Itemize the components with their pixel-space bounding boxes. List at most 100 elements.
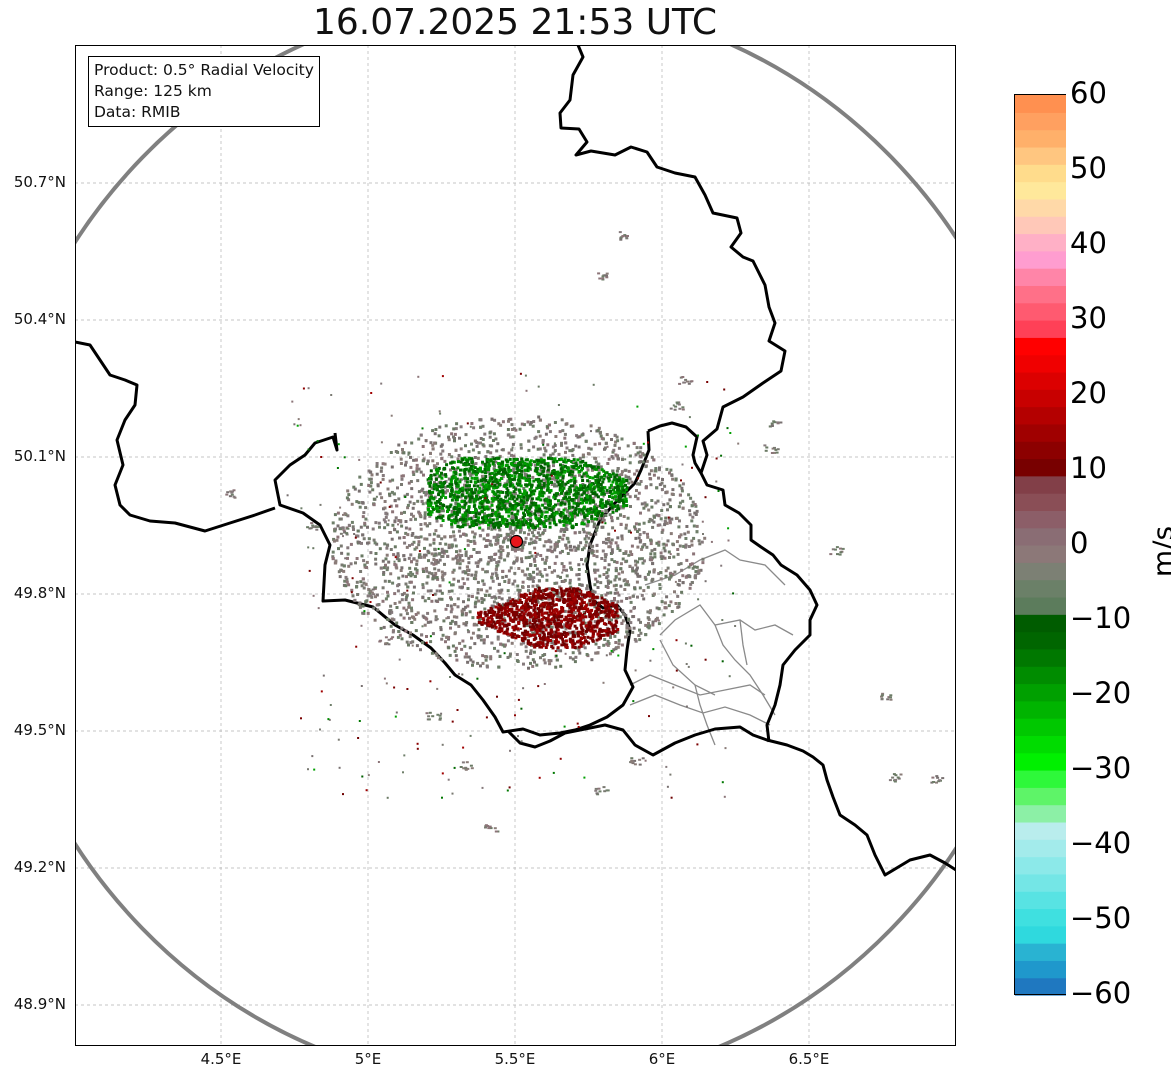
echo-pixel [536, 552, 539, 556]
echo-pixel [547, 517, 551, 521]
echo-pixel [381, 599, 385, 603]
echo-pixel [604, 593, 608, 597]
echo-pixel [622, 488, 626, 492]
echo-pixel [642, 531, 646, 535]
echo-pixel [563, 623, 567, 627]
echo-pixel [533, 512, 537, 516]
echo-pixel [590, 617, 594, 621]
echo-pixel [503, 537, 507, 541]
echo-pixel [431, 508, 435, 511]
echo-pixel [438, 498, 442, 501]
echo-pixel [590, 598, 594, 602]
echo-pixel [563, 458, 567, 462]
echo-pixel [489, 524, 493, 528]
echo-pixel [687, 493, 691, 497]
echo-pixel [660, 600, 664, 604]
echo-pixel [395, 621, 399, 625]
echo-pixel [386, 566, 390, 570]
echo-pixel [391, 510, 395, 514]
echo-pixel [457, 504, 461, 508]
echo-pixel [538, 508, 542, 512]
echo-pixel [570, 449, 574, 453]
echo-pixel [512, 490, 516, 494]
echo-pixel [668, 498, 672, 502]
echo-pixel [621, 457, 624, 461]
echo-pixel [381, 477, 385, 481]
echo-pixel [406, 533, 410, 537]
echo-pixel [471, 491, 475, 495]
echo-pixel [565, 643, 569, 647]
echo-pixel [537, 609, 541, 613]
echo-pixel [401, 593, 405, 597]
echo-pixel [490, 527, 494, 531]
echo-pixel [693, 503, 697, 506]
echo-pixel [511, 582, 515, 586]
echo-pixel [549, 540, 553, 544]
echo-pixel [529, 463, 532, 467]
echo-pixel [514, 457, 518, 461]
echo-pixel [500, 611, 504, 615]
echo-pixel [507, 418, 511, 421]
echo-pixel [538, 641, 542, 644]
echo-pixel [460, 585, 464, 589]
echo-pixel [409, 574, 413, 578]
echo-pixel [540, 612, 544, 616]
echo-pixel [440, 457, 444, 461]
echo-pixel [372, 497, 376, 501]
echo-pixel [669, 574, 673, 578]
echo-pixel [397, 630, 401, 633]
echo-pixel [593, 517, 597, 521]
echo-pixel [496, 649, 500, 653]
echo-pixel [432, 464, 436, 468]
echo-pixel [627, 553, 631, 557]
echo-pixel [409, 465, 413, 469]
echo-pixel [456, 495, 460, 499]
echo-pixel [405, 575, 408, 579]
echo-pixel [518, 530, 522, 534]
echo-pixel [363, 523, 367, 527]
echo-pixel [566, 517, 570, 521]
echo-pixel [495, 573, 499, 577]
echo-pixel [440, 537, 444, 541]
echo-pixel [441, 578, 445, 582]
echo-pixel [578, 630, 582, 634]
echo-pixel [543, 601, 547, 605]
echo-pixel [564, 627, 568, 631]
echo-pixel [537, 477, 541, 481]
echo-pixel [640, 547, 644, 551]
echo-pixel [558, 585, 562, 589]
echo-pixel [527, 585, 530, 589]
echo-pixel [577, 544, 581, 548]
echo-pixel [432, 483, 436, 487]
echo-pixel [618, 476, 621, 480]
echo-pixel [496, 601, 499, 605]
echo-pixel [496, 629, 500, 633]
echo-pixel [372, 538, 376, 542]
echo-pixel [607, 532, 611, 536]
echo-pixel [678, 519, 681, 523]
echo-pixel [512, 459, 516, 463]
echo-pixel [577, 645, 581, 649]
echo-pixel [350, 520, 354, 524]
echo-pixel [339, 544, 343, 548]
echo-pixel [677, 583, 681, 587]
echo-pixel [449, 492, 453, 496]
echo-pixel [362, 537, 366, 541]
echo-pixel [507, 501, 511, 504]
echo-pixel [419, 648, 422, 652]
echo-pixel [450, 498, 454, 502]
echo-pixel [401, 574, 405, 578]
echo-pixel [509, 468, 513, 472]
echo-pixel [545, 510, 549, 514]
echo-pixel [433, 553, 437, 557]
echo-pixel [532, 420, 536, 423]
echo-pixel [620, 643, 624, 647]
echo-pixel [676, 548, 680, 551]
echo-pixel [546, 443, 550, 447]
echo-pixel [625, 625, 629, 628]
echo-pixel [481, 661, 485, 665]
echo-pixel [546, 593, 550, 597]
echo-pixel [442, 551, 446, 555]
echo-pixel [529, 605, 533, 609]
echo-pixel [570, 460, 574, 463]
